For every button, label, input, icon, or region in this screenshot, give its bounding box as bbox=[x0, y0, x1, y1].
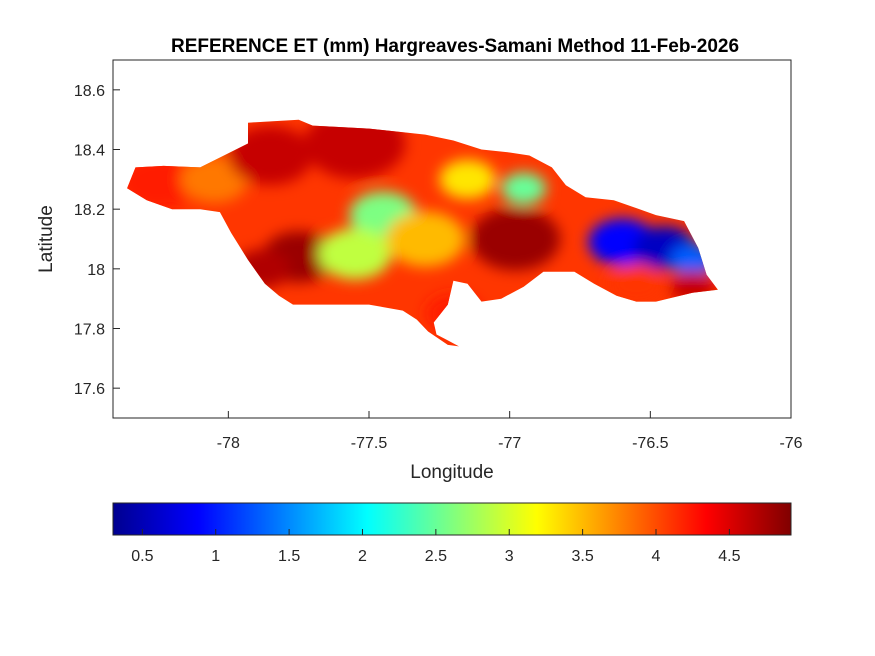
colorbar-tick-label: 2 bbox=[358, 548, 367, 565]
y-tick-label: 18 bbox=[87, 262, 105, 279]
colorbar bbox=[112, 502, 792, 536]
colorbar-tick-label: 3 bbox=[505, 548, 514, 565]
x-tick-label: -77.5 bbox=[351, 435, 388, 452]
value-region-7 bbox=[318, 228, 392, 280]
colorbar-tick-label: 1.5 bbox=[278, 548, 300, 565]
x-axis: -78 -77.5 -77 -76.5 -76 bbox=[217, 411, 803, 452]
x-tick-label: -76.5 bbox=[632, 435, 669, 452]
y-axis: 17.6 17.8 18 18.2 18.4 18.6 bbox=[74, 83, 120, 398]
value-region-2 bbox=[228, 126, 313, 185]
axes-box bbox=[112, 59, 792, 419]
y-tick-label: 18.6 bbox=[74, 83, 105, 100]
colorbar-tick-label: 4 bbox=[652, 548, 661, 565]
value-region-10 bbox=[470, 207, 561, 271]
value-region-1 bbox=[180, 155, 249, 203]
value-region-9 bbox=[439, 159, 496, 199]
x-tick-label: -76 bbox=[779, 435, 802, 452]
y-tick-label: 17.8 bbox=[74, 322, 105, 339]
value-region-16 bbox=[608, 264, 665, 304]
value-region-12 bbox=[501, 172, 547, 205]
colorbar-tick-label: 0.5 bbox=[131, 548, 153, 565]
colorbar-tick-label: 1 bbox=[211, 548, 220, 565]
y-axis-label: Latitude bbox=[36, 205, 57, 273]
colorbar-tick-label: 4.5 bbox=[718, 548, 740, 565]
y-tick-label: 18.2 bbox=[74, 202, 105, 219]
colorbar-tick-label: 3.5 bbox=[571, 548, 593, 565]
colorbar-tick-label: 2.5 bbox=[425, 548, 447, 565]
x-tick-label: -77 bbox=[498, 435, 521, 452]
y-tick-label: 17.6 bbox=[74, 381, 105, 398]
chart-title: REFERENCE ET (mm) Hargreaves-Samani Meth… bbox=[171, 36, 739, 57]
x-tick-label: -78 bbox=[217, 435, 240, 452]
colorbar-ticks: 0.5 1 1.5 2 2.5 3 3.5 4 4.5 bbox=[131, 529, 741, 565]
y-tick-label: 18.4 bbox=[74, 143, 105, 160]
x-axis-label: Longitude bbox=[410, 462, 493, 483]
value-region-8 bbox=[385, 211, 465, 267]
